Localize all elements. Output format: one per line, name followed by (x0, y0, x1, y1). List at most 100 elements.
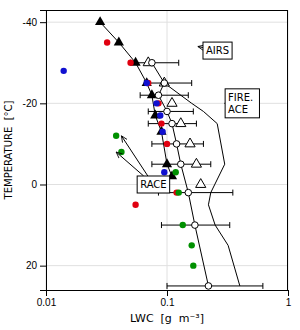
error-bar-cap (188, 92, 189, 98)
point (158, 120, 164, 126)
annotation-box (225, 89, 259, 118)
point (132, 202, 138, 208)
x-tick: 0.1 (161, 290, 175, 308)
point (164, 108, 171, 115)
point (159, 77, 169, 86)
annotation: FIRE. ACE (225, 89, 260, 118)
series-line (100, 22, 172, 176)
point (176, 189, 182, 195)
annotations: AIRS FIRE. ACE RACE (116, 42, 259, 193)
y-grid-line (46, 22, 288, 23)
x-grid-line (288, 10, 289, 290)
point (192, 222, 199, 229)
point (188, 242, 194, 248)
error-bar-cap (140, 92, 141, 98)
y-tick-label: 0 (31, 179, 37, 190)
error-bar-cap (193, 108, 194, 114)
point (191, 158, 201, 167)
error-bar (167, 283, 263, 289)
error-bar-cap (148, 121, 149, 127)
point (185, 189, 192, 196)
point (144, 80, 150, 86)
point (167, 97, 177, 106)
annotation-arrows (198, 47, 203, 48)
x-tick-mark (167, 290, 168, 296)
series-markers (95, 16, 177, 179)
y-tick: 20 (26, 260, 46, 271)
error-bar (152, 161, 211, 167)
point (205, 283, 212, 290)
error-bar (161, 222, 229, 228)
error-bar-cap (203, 141, 204, 147)
point (172, 169, 178, 175)
annotation-text: FIRE. ACE (228, 92, 256, 115)
y-tick: -20 (23, 98, 46, 109)
point (60, 68, 66, 74)
error-bar-cap (232, 190, 233, 196)
point (196, 179, 206, 188)
x-tick: 1 (286, 290, 292, 308)
point (156, 126, 166, 135)
point (157, 112, 163, 118)
point (169, 120, 176, 127)
annotation-arrow (198, 47, 203, 48)
y-tick-label: -40 (23, 17, 38, 28)
x-tick-label: 0.1 (161, 297, 175, 308)
y-axis-title: TEMPERATURE [°C] (3, 100, 14, 200)
point (164, 141, 170, 147)
point (190, 262, 196, 268)
x-tick: 0.01 (37, 290, 57, 308)
x-grid-line (167, 10, 168, 290)
error-bar-cap (262, 283, 263, 289)
series-markers (149, 59, 212, 289)
annotation-arrow (121, 136, 147, 176)
annotation-arrows (116, 136, 148, 176)
plot-frame-right (287, 10, 288, 290)
annotation-line: ACE (228, 104, 248, 115)
point (113, 133, 119, 139)
series-markers (113, 133, 197, 269)
y-grid-line (46, 265, 288, 266)
error-bar (148, 121, 196, 127)
error-bar-cap (210, 161, 211, 167)
annotation: AIRS (198, 42, 232, 59)
point (127, 60, 133, 66)
error-bar-cap (167, 283, 168, 289)
point (114, 37, 124, 46)
error-bar-cap (196, 121, 197, 127)
point (155, 92, 162, 99)
x-tick-mark (288, 290, 289, 296)
annotation: RACE (116, 136, 170, 193)
y-tick-mark (40, 103, 46, 104)
error-bar-cap (151, 161, 152, 167)
series-line (152, 63, 209, 286)
point (185, 138, 195, 147)
point (159, 129, 165, 135)
error-bar-cap (178, 60, 179, 66)
grid (46, 10, 288, 290)
point (162, 158, 172, 167)
point (104, 39, 110, 45)
point (161, 80, 168, 87)
point (149, 59, 156, 66)
chart: 0.010.11-40-20020AIRSFIRE. ACERACELWC [g… (0, 0, 300, 330)
y-axis-line (40, 11, 47, 291)
series-markers (143, 57, 206, 188)
y-tick-mark (40, 266, 46, 267)
point (142, 77, 152, 86)
error-bar-line (167, 285, 263, 286)
marks (60, 16, 262, 289)
y-tick: 0 (31, 179, 46, 190)
point (95, 16, 105, 25)
y-tick-mark (40, 184, 46, 185)
y-axis: -40 -20 0 20 (23, 11, 47, 291)
annotation-box (203, 42, 232, 59)
error-bar (152, 141, 204, 147)
point (161, 169, 167, 175)
y-tick-label: 20 (26, 260, 38, 271)
error-bar-cap (148, 108, 149, 114)
plot: 0.01 0.1 1 -40 -20 0 20 AIRS FIRE. ACE RACE (23, 10, 292, 308)
annotation-text: AIRS (206, 45, 229, 56)
annotation-box (137, 176, 170, 193)
error-bar-cap (191, 80, 192, 86)
